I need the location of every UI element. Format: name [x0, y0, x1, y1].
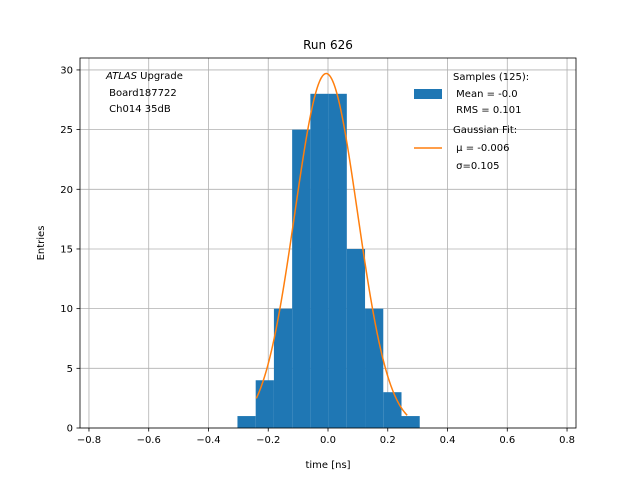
y-ticks: 0 5 10 15 20 25 30	[60, 65, 80, 435]
legend-samples-line-3: RMS = 0.101	[453, 105, 521, 116]
y-tick-label: 15	[60, 244, 73, 255]
gaussian-fit-curve	[255, 72, 408, 416]
x-tick-label: −0.4	[196, 435, 220, 446]
y-tick-label: 0	[67, 424, 73, 435]
annotation-atlas: ATLAS	[105, 71, 138, 82]
atlas-annotation: ATLAS Upgrade Board187722 Ch014 35dB	[105, 71, 183, 115]
y-tick-label: 5	[67, 364, 73, 375]
y-axis-label: Entries	[36, 226, 47, 261]
legend-samples-line-2: Mean = -0.0	[453, 89, 518, 100]
gaussian-fit	[255, 72, 408, 416]
x-tick-label: 0.8	[559, 435, 575, 446]
x-ticks: −0.8 −0.6 −0.4 −0.2 0.0 0.2 0.4 0.6 0.8	[77, 428, 575, 446]
y-tick-label: 30	[60, 65, 73, 76]
legend-fit-line-1: Gaussian Fit:	[453, 125, 517, 136]
y-tick-label: 25	[60, 125, 73, 136]
annotation-line-1: ATLAS Upgrade	[105, 71, 183, 82]
histogram-bar	[255, 380, 274, 428]
histogram-bar	[328, 93, 347, 428]
legend: Samples (125): Mean = -0.0 RMS = 0.101 G…	[414, 72, 529, 172]
x-tick-label: 0.4	[440, 435, 456, 446]
x-tick-label: −0.2	[256, 435, 280, 446]
chart-title: Run 626	[303, 38, 353, 52]
legend-samples-line-1: Samples (125):	[453, 72, 529, 83]
histogram-bar	[383, 392, 402, 428]
annotation-upgrade: Upgrade	[137, 71, 183, 82]
x-tick-label: 0.0	[320, 435, 336, 446]
histogram-bar	[310, 93, 329, 428]
x-tick-label: 0.2	[380, 435, 396, 446]
legend-fit-line-2: μ = -0.006	[453, 143, 510, 154]
histogram-bar	[273, 308, 293, 428]
x-tick-label: −0.6	[137, 435, 161, 446]
annotation-line-3: Ch014 35dB	[106, 104, 171, 115]
x-tick-label: 0.6	[499, 435, 515, 446]
legend-samples-swatch	[414, 89, 442, 99]
histogram-bar	[237, 416, 256, 428]
legend-fit-line-3: σ=0.105	[453, 161, 500, 172]
y-tick-label: 20	[60, 185, 73, 196]
histogram-bar	[401, 416, 420, 428]
histogram-bar	[365, 308, 384, 428]
histogram-bar	[346, 248, 366, 428]
y-tick-label: 10	[60, 304, 73, 315]
x-axis-label: time [ns]	[305, 460, 350, 471]
annotation-line-2: Board187722	[106, 88, 177, 99]
x-tick-label: −0.8	[77, 435, 101, 446]
